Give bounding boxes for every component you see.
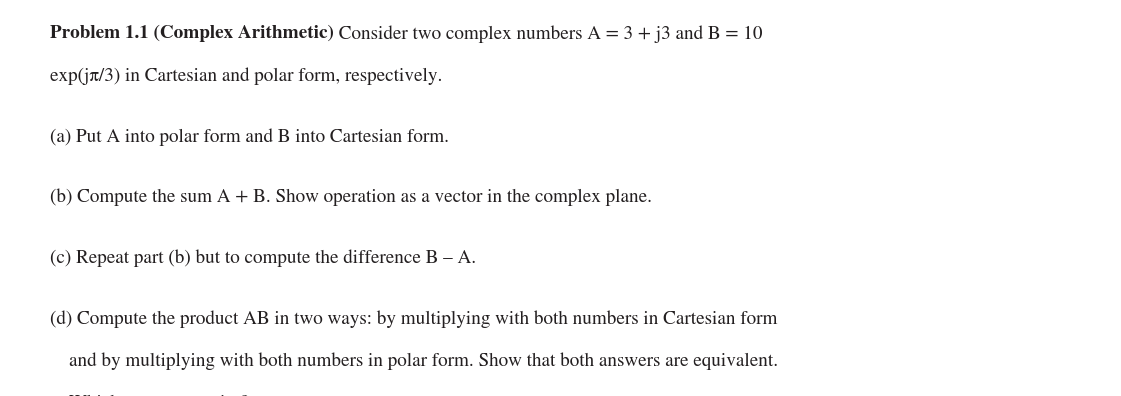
Text: (d) Compute the product AB in two ways: by multiplying with both numbers in Cart: (d) Compute the product AB in two ways: … <box>50 310 777 328</box>
Text: (c) Repeat part (b) but to compute the difference B – A.: (c) Repeat part (b) but to compute the d… <box>50 250 476 267</box>
Text: exp(jπ/3) in Cartesian and polar form, respectively.: exp(jπ/3) in Cartesian and polar form, r… <box>50 67 443 85</box>
Text: Consider two complex numbers A = 3 + j3 and B = 10: Consider two complex numbers A = 3 + j3 … <box>334 25 762 43</box>
Text: Problem 1.1 (Complex Arithmetic): Problem 1.1 (Complex Arithmetic) <box>50 25 334 42</box>
Text: (a) Put A into polar form and B into Cartesian form.: (a) Put A into polar form and B into Car… <box>50 128 450 146</box>
Text: and by multiplying with both numbers in polar form. Show that both answers are e: and by multiplying with both numbers in … <box>50 352 778 370</box>
Text: (b) Compute the sum A + B. Show operation as a vector in the complex plane.: (b) Compute the sum A + B. Show operatio… <box>50 189 652 206</box>
Text: Which way was easier?: Which way was easier? <box>50 394 249 396</box>
